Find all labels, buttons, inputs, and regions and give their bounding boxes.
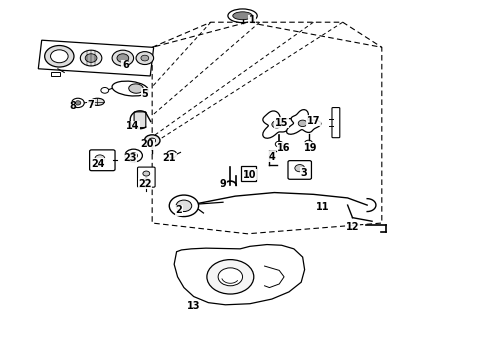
Text: 12: 12 <box>346 222 359 231</box>
Circle shape <box>117 54 129 62</box>
Circle shape <box>130 153 138 158</box>
Circle shape <box>101 87 109 93</box>
FancyBboxPatch shape <box>332 108 340 138</box>
Text: 3: 3 <box>300 168 307 178</box>
Circle shape <box>143 171 150 176</box>
Circle shape <box>80 50 102 66</box>
Ellipse shape <box>233 12 252 20</box>
Circle shape <box>95 155 105 162</box>
Circle shape <box>167 150 176 158</box>
Ellipse shape <box>228 9 257 23</box>
Text: 6: 6 <box>122 60 129 70</box>
Circle shape <box>45 45 74 67</box>
Polygon shape <box>287 109 321 134</box>
Text: 17: 17 <box>307 116 320 126</box>
Circle shape <box>125 149 143 162</box>
Circle shape <box>272 121 282 128</box>
Text: 10: 10 <box>243 170 257 180</box>
FancyBboxPatch shape <box>288 161 312 179</box>
Text: 11: 11 <box>317 202 330 212</box>
Circle shape <box>149 138 156 143</box>
Text: 21: 21 <box>163 153 176 163</box>
FancyBboxPatch shape <box>51 72 60 76</box>
Circle shape <box>169 195 198 217</box>
Text: 8: 8 <box>69 102 76 112</box>
Circle shape <box>145 135 160 146</box>
Circle shape <box>72 98 84 108</box>
Text: 2: 2 <box>175 206 182 216</box>
Circle shape <box>207 260 254 294</box>
Text: 15: 15 <box>275 118 289 128</box>
Circle shape <box>298 120 307 127</box>
Text: 23: 23 <box>123 153 137 163</box>
Text: 7: 7 <box>88 100 95 110</box>
Text: 16: 16 <box>277 143 291 153</box>
Text: 20: 20 <box>141 139 154 149</box>
Text: 13: 13 <box>187 301 200 311</box>
FancyBboxPatch shape <box>90 150 115 171</box>
Circle shape <box>245 171 252 176</box>
Text: 19: 19 <box>304 143 318 153</box>
Circle shape <box>75 101 81 105</box>
Circle shape <box>275 141 283 147</box>
Circle shape <box>176 200 192 212</box>
Ellipse shape <box>112 81 148 96</box>
Polygon shape <box>38 40 154 76</box>
Text: 9: 9 <box>220 179 226 189</box>
Text: 22: 22 <box>138 179 151 189</box>
Circle shape <box>295 165 305 172</box>
Text: 14: 14 <box>126 121 139 131</box>
Text: 4: 4 <box>269 152 275 162</box>
Circle shape <box>305 140 313 146</box>
Polygon shape <box>263 111 297 138</box>
Circle shape <box>85 54 97 62</box>
Circle shape <box>143 178 150 183</box>
Ellipse shape <box>91 98 104 105</box>
Circle shape <box>50 50 68 63</box>
Polygon shape <box>174 244 305 305</box>
FancyBboxPatch shape <box>241 166 256 181</box>
Ellipse shape <box>129 84 144 93</box>
Text: 5: 5 <box>142 89 148 99</box>
FancyBboxPatch shape <box>138 167 155 187</box>
Text: 24: 24 <box>92 159 105 169</box>
Circle shape <box>136 51 154 64</box>
Text: 1: 1 <box>249 15 256 26</box>
FancyBboxPatch shape <box>134 112 146 128</box>
Circle shape <box>218 268 243 286</box>
Circle shape <box>112 50 134 66</box>
Circle shape <box>141 55 149 61</box>
